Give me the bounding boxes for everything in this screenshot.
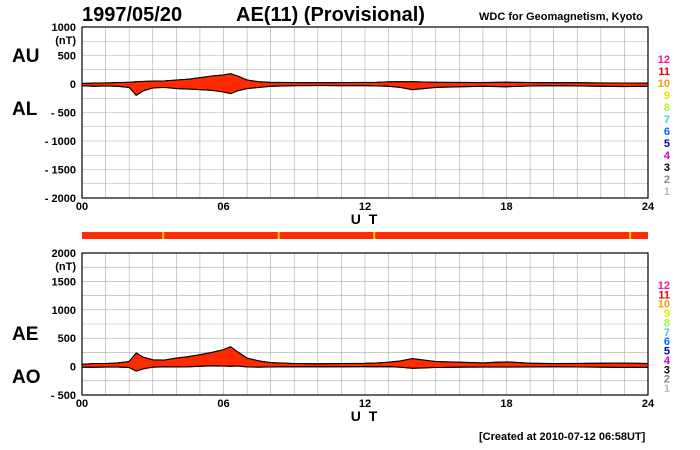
index-label-ae: AE bbox=[12, 324, 38, 345]
station-number: 9 bbox=[664, 90, 670, 102]
y-tick-label: 1500 bbox=[52, 276, 76, 288]
station-number: 6 bbox=[664, 336, 670, 348]
x-tick-label: 12 bbox=[359, 201, 371, 213]
y-tick-label: - 1000 bbox=[45, 136, 76, 148]
y-tick-label: - 2000 bbox=[45, 193, 76, 205]
x-axis-title: U T bbox=[351, 211, 380, 227]
y-tick-label: 0 bbox=[70, 362, 76, 374]
station-number: 2 bbox=[664, 174, 670, 186]
plot-frame bbox=[81, 252, 649, 396]
station-number: 12 bbox=[658, 280, 670, 292]
y-tick-label: 500 bbox=[58, 333, 76, 345]
station-number: 3 bbox=[664, 162, 670, 174]
station-number: 11 bbox=[658, 66, 670, 78]
station-number: 8 bbox=[664, 317, 670, 329]
series-line-al bbox=[81, 85, 649, 97]
x-tick-label: 24 bbox=[642, 398, 655, 410]
x-tick-label: 00 bbox=[76, 398, 88, 410]
y-tick-label: - 500 bbox=[51, 108, 76, 120]
station-number: 10 bbox=[658, 78, 670, 90]
station-number: 3 bbox=[664, 364, 670, 376]
strip-marker bbox=[629, 232, 632, 239]
x-axis-title: U T bbox=[351, 408, 380, 424]
y-tick-label: 1000 bbox=[52, 305, 76, 317]
x-tick-label: 06 bbox=[217, 201, 229, 213]
created-timestamp: [Created at 2010-07-12 06:58UT] bbox=[479, 431, 646, 443]
station-number: 1 bbox=[664, 383, 670, 395]
series-line-ao bbox=[81, 365, 649, 372]
data-availability-strip bbox=[82, 232, 648, 239]
station-number: 5 bbox=[664, 346, 670, 358]
station-number: 9 bbox=[664, 308, 670, 320]
station-number: 7 bbox=[664, 114, 670, 126]
unit-label: (nT) bbox=[55, 35, 76, 47]
strip-marker bbox=[277, 232, 280, 239]
index-label-au: AU bbox=[12, 46, 39, 67]
station-number: 5 bbox=[664, 138, 670, 150]
x-tick-label: 24 bbox=[642, 201, 655, 213]
strip-marker bbox=[162, 232, 165, 239]
x-tick-label: 18 bbox=[500, 398, 512, 410]
index-label-al: AL bbox=[12, 99, 38, 120]
index-label-ao: AO bbox=[12, 367, 41, 388]
y-tick-label: 2000 bbox=[52, 248, 76, 260]
station-number: 2 bbox=[664, 374, 670, 386]
y-tick-label: 500 bbox=[58, 51, 76, 63]
x-tick-label: 12 bbox=[359, 398, 371, 410]
unit-label: (nT) bbox=[55, 261, 76, 273]
station-number: 8 bbox=[664, 102, 670, 114]
x-tick-label: 00 bbox=[76, 201, 88, 213]
series-line-ae bbox=[81, 346, 649, 365]
station-number: 10 bbox=[658, 299, 670, 311]
station-number: 4 bbox=[664, 150, 671, 162]
source-label: WDC for Geomagnetism, Kyoto bbox=[479, 11, 643, 23]
x-tick-label: 06 bbox=[217, 398, 229, 410]
y-tick-label: 1000 bbox=[52, 22, 76, 34]
y-tick-label: - 500 bbox=[51, 390, 76, 402]
station-number: 11 bbox=[658, 289, 670, 301]
strip-marker bbox=[373, 232, 376, 239]
x-tick-label: 18 bbox=[500, 201, 512, 213]
series-line-au bbox=[81, 73, 649, 84]
station-number: 4 bbox=[664, 355, 671, 367]
station-number: 1 bbox=[664, 186, 670, 198]
date-label: 1997/05/20 bbox=[82, 4, 183, 26]
station-number: 6 bbox=[664, 126, 670, 138]
y-tick-label: 0 bbox=[70, 79, 76, 91]
station-number: 12 bbox=[658, 54, 670, 66]
y-tick-label: - 1500 bbox=[45, 165, 76, 177]
chart-title: AE(11) (Provisional) bbox=[236, 4, 425, 26]
station-number: 7 bbox=[664, 327, 670, 339]
plot-frame bbox=[81, 26, 649, 199]
